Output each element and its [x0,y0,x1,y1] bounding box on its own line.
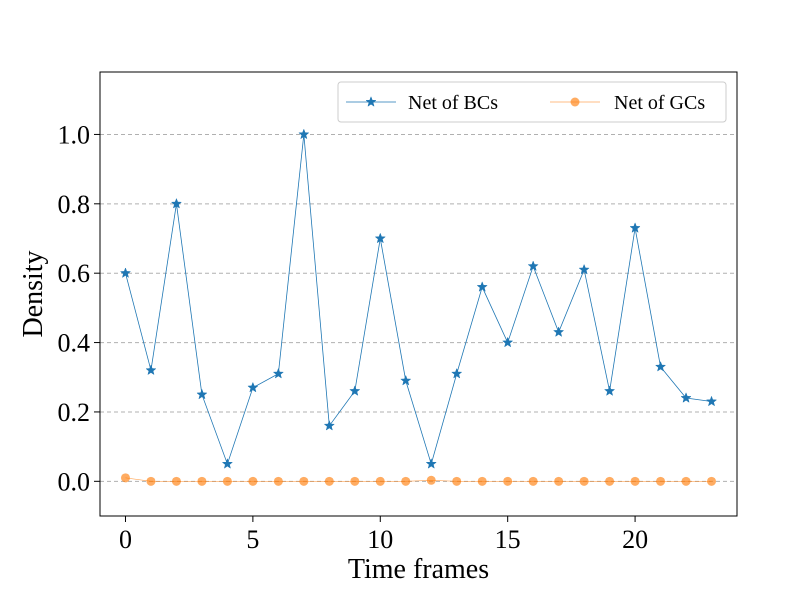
x-tick-label: 5 [246,525,259,554]
data-point-bcs [349,385,361,396]
data-point-gcs [197,476,207,486]
series-line-gcs [125,477,712,482]
x-tick-label: 0 [119,525,132,554]
data-point-bcs [374,232,386,244]
y-tick-label: 0.2 [58,398,91,427]
y-tick-label: 1.0 [58,120,91,149]
data-point-bcs [451,367,463,379]
data-point-bcs [400,374,412,386]
data-point-bcs [170,197,183,209]
data-point-gcs [324,476,334,486]
data-point-gcs [554,476,564,486]
x-tick-label: 20 [622,525,648,554]
data-point-gcs [656,476,666,486]
data-point-gcs [681,476,691,486]
data-point-bcs [298,128,310,140]
legend[interactable]: Net of BCs Net of GCs [337,81,727,123]
data-point-gcs [171,476,181,486]
y-tick-label: 0.4 [58,329,91,358]
data-point-gcs [222,476,232,486]
x-tick-label: 10 [367,525,393,554]
series-layer [119,128,718,486]
data-point-gcs [528,476,538,486]
y-tick-label: 0.8 [58,190,91,219]
data-point-gcs [707,476,717,486]
data-point-bcs [553,326,565,337]
data-point-gcs [375,476,385,486]
data-point-gcs [350,476,360,486]
data-point-bcs [603,385,616,396]
y-tick-label: 0.6 [58,259,91,288]
data-point-gcs [605,476,615,486]
data-point-bcs [476,281,488,292]
legend-entry-gcs-label: Net of GCs [614,92,705,114]
data-point-gcs [120,473,130,483]
data-point-gcs [630,476,640,486]
plot-frame [99,71,738,517]
y-axis-label: Density [18,250,49,337]
data-point-bcs [705,395,718,407]
data-point-gcs [299,476,309,486]
data-point-bcs [527,260,539,272]
x-tick-label: 15 [495,525,521,554]
data-point-bcs [221,458,234,469]
legend-box [337,81,727,123]
data-point-bcs [654,360,667,372]
data-point-gcs [248,476,258,486]
data-point-bcs [119,267,132,278]
data-point-gcs [503,476,513,486]
data-point-gcs [426,475,436,485]
data-point-gcs [146,476,156,486]
grid-lines [100,133,737,482]
data-point-gcs [273,476,283,486]
x-axis-label: Time frames [348,554,489,585]
data-point-bcs [247,381,259,393]
legend-entry-bcs-label: Net of BCs [408,92,498,114]
data-point-bcs [629,222,641,233]
data-point-gcs [477,476,487,486]
data-point-bcs [145,364,157,376]
star-marker-icon [365,96,377,107]
data-point-bcs [680,392,692,403]
circle-marker-icon [570,97,580,107]
data-point-bcs [502,336,514,348]
series-line-bcs [125,134,712,466]
data-point-bcs [425,458,437,469]
data-point-bcs [272,367,284,379]
x-axis: 0 5 10 15 20 [119,516,648,554]
data-point-gcs [452,476,462,486]
y-axis: 0.0 0.2 0.4 0.6 0.8 1.0 [58,120,100,496]
data-point-bcs [323,419,335,431]
data-point-bcs [196,388,208,400]
data-point-gcs [401,476,411,486]
data-point-bcs [578,263,590,275]
y-tick-label: 0.0 [58,467,91,496]
data-point-gcs [579,476,589,486]
